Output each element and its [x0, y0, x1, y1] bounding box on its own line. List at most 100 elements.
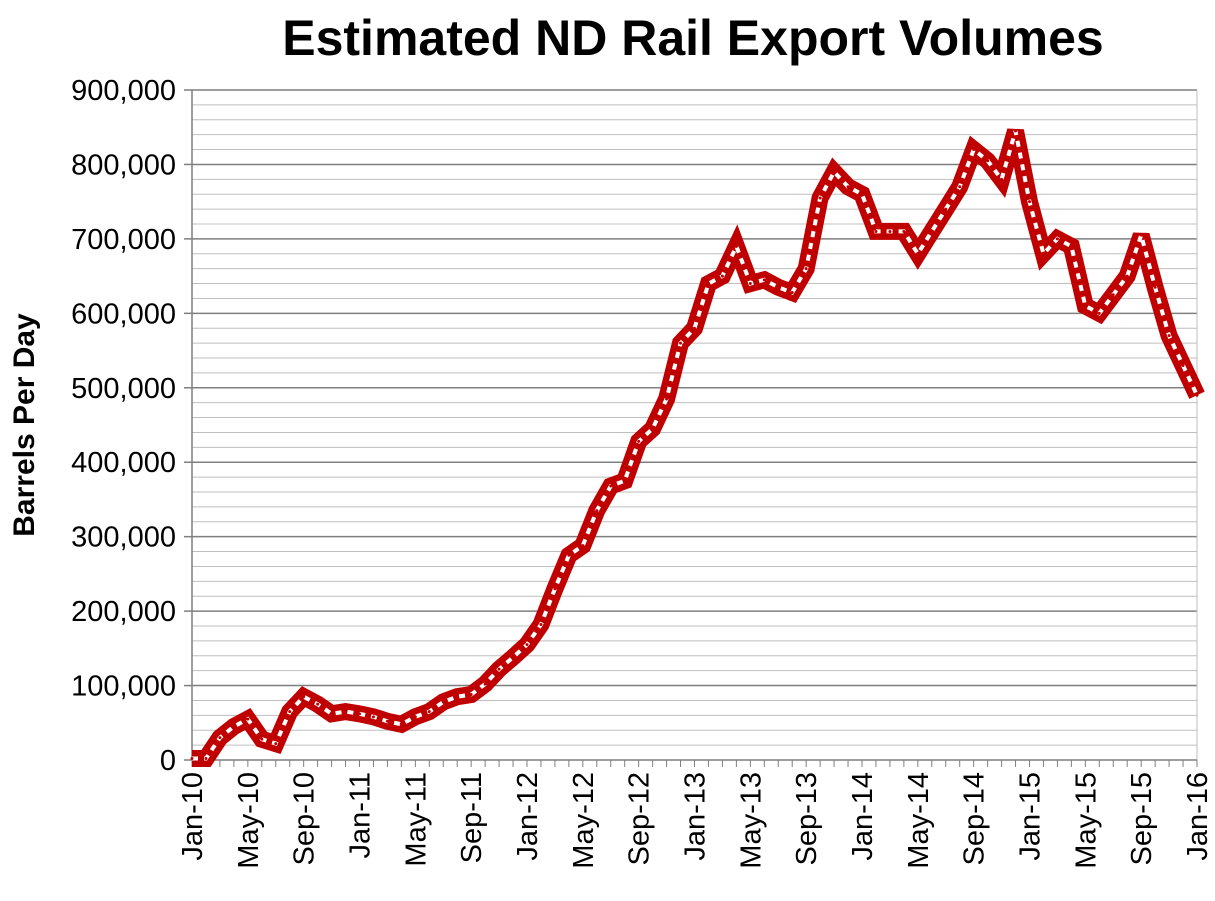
- data-point: [720, 274, 724, 278]
- data-point: [1014, 129, 1018, 133]
- x-tick-label: Sep-11: [456, 772, 488, 863]
- y-tick-label: 300,000: [71, 522, 176, 554]
- data-point: [1167, 334, 1171, 338]
- y-tick-label: 800,000: [71, 149, 176, 181]
- gridlines: [192, 89, 1198, 760]
- x-tick-label: Jan-12: [512, 772, 544, 861]
- chart-title: Estimated ND Rail Export Volumes: [282, 10, 1103, 66]
- data-point: [930, 229, 934, 233]
- data-point: [986, 159, 990, 163]
- data-point: [232, 725, 236, 728]
- data-point: [832, 170, 836, 174]
- data-point: [330, 712, 334, 716]
- data-point: [525, 643, 529, 647]
- data-point: [595, 509, 599, 513]
- series-line: [190, 128, 1205, 767]
- axes: [184, 89, 1198, 767]
- x-tick-label: Jan-16: [1182, 772, 1214, 861]
- data-point: [902, 229, 906, 233]
- data-point: [1111, 293, 1115, 297]
- data-point: [441, 700, 445, 704]
- y-tick-label: 400,000: [71, 447, 176, 479]
- data-point: [511, 655, 515, 659]
- data-point: [790, 290, 794, 294]
- data-point: [888, 229, 892, 233]
- y-axis-label: Barrels Per Day: [8, 313, 41, 537]
- y-tick-label: 600,000: [71, 298, 176, 330]
- data-point: [1097, 311, 1101, 315]
- x-tick-label: Jan-14: [847, 772, 879, 861]
- y-tick-label: 200,000: [71, 596, 176, 628]
- data-point: [1041, 252, 1045, 256]
- x-tick-label: Sep-15: [1126, 772, 1158, 866]
- data-point: [706, 282, 710, 286]
- data-point: [846, 185, 850, 189]
- data-point: [734, 244, 738, 248]
- data-point: [1139, 233, 1143, 237]
- data-point: [344, 710, 348, 714]
- data-point: [455, 695, 459, 699]
- x-tick-label: May-12: [568, 772, 600, 869]
- data-point: [1083, 304, 1087, 308]
- x-tick-label: Sep-13: [791, 772, 823, 866]
- data-point: [246, 717, 250, 721]
- data-point: [260, 737, 264, 741]
- series-line-inner: [192, 130, 1199, 761]
- x-tick-label: May-14: [903, 772, 935, 869]
- data-point: [1181, 363, 1185, 367]
- data-point: [553, 587, 557, 591]
- data-point: [916, 252, 920, 256]
- y-tick-label: 100,000: [71, 671, 176, 703]
- data-point: [972, 148, 976, 152]
- data-point: [1125, 274, 1129, 278]
- data-point: [1028, 200, 1031, 204]
- x-tick-label: May-13: [735, 772, 767, 869]
- y-tick-label: 700,000: [71, 224, 176, 256]
- x-tick-labels: Jan-10 May-10 Sep-10 Jan-11 May-11 Sep-11 Jan-…: [177, 772, 1214, 869]
- data-point: [469, 692, 473, 696]
- data-point: [358, 712, 361, 716]
- x-tick-label: Jan-15: [1015, 772, 1047, 861]
- data-point: [204, 757, 208, 761]
- data-point: [581, 544, 585, 548]
- data-point: [483, 682, 487, 686]
- data-point: [302, 695, 306, 699]
- data-point: [693, 326, 696, 330]
- data-point: [860, 192, 864, 196]
- data-point: [399, 722, 403, 726]
- data-point: [190, 757, 194, 761]
- data-point: [944, 207, 948, 211]
- data-point: [1055, 237, 1059, 241]
- data-point: [762, 278, 766, 282]
- data-point: [748, 282, 752, 286]
- x-tick-label: May-15: [1070, 772, 1102, 869]
- data-point: [1153, 285, 1157, 289]
- data-point: [804, 267, 808, 271]
- data-point: [218, 736, 222, 740]
- y-tick-label: 0: [160, 745, 176, 777]
- data-point: [679, 341, 683, 345]
- x-tick-label: Sep-12: [624, 772, 656, 866]
- data-point: [1069, 244, 1073, 248]
- x-tick-label: May-10: [233, 772, 265, 869]
- y-tick-labels: 0 100,000 200,000 300,000 400,000 500,000 600,…: [71, 75, 176, 777]
- data-point: [427, 710, 431, 714]
- data-point: [609, 484, 613, 488]
- x-tick-label: Sep-10: [289, 772, 321, 866]
- x-tick-label: May-11: [400, 772, 432, 867]
- y-tick-label: 500,000: [71, 373, 176, 405]
- data-point: [497, 667, 501, 671]
- data-point: [385, 719, 389, 723]
- series-line-outer: [192, 128, 1205, 767]
- x-tick-label: Jan-10: [177, 772, 209, 861]
- y-tick-label: 900,000: [71, 75, 176, 107]
- data-point: [371, 715, 375, 719]
- data-point: [776, 285, 780, 289]
- data-point: [316, 702, 320, 706]
- x-tick-label: Jan-11: [345, 772, 377, 859]
- data-point: [637, 439, 641, 443]
- data-point: [665, 397, 669, 401]
- data-point: [274, 742, 278, 746]
